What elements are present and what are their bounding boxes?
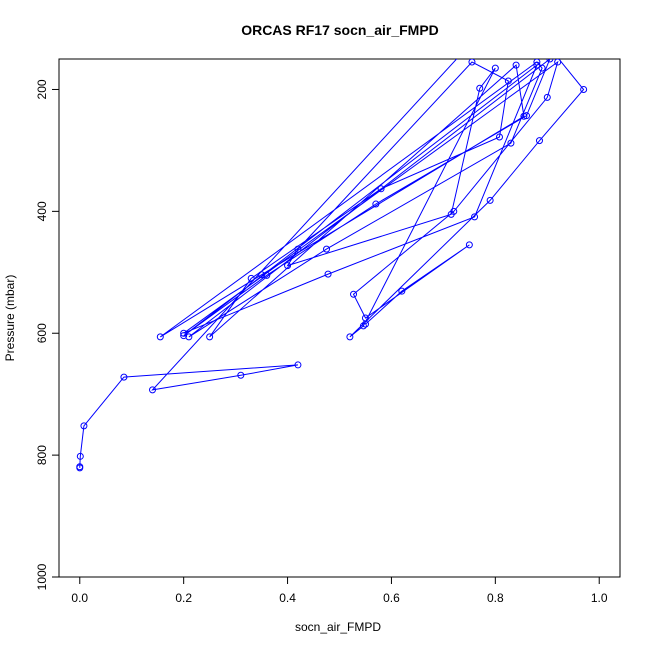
x-tick-label: 1.0 xyxy=(591,591,608,605)
data-point xyxy=(476,84,484,92)
data-point xyxy=(543,93,551,101)
data-point xyxy=(185,333,193,341)
y-tick-label: 600 xyxy=(35,323,49,343)
data-point xyxy=(372,200,380,208)
data-point xyxy=(580,85,588,93)
data-point xyxy=(359,322,367,330)
x-axis: 0.0 0.2 0.4 0.6 0.8 1.0 xyxy=(71,576,608,605)
data-point xyxy=(346,333,354,341)
data-point xyxy=(180,332,188,340)
data-point xyxy=(350,290,358,298)
x-tick-label: 0.4 xyxy=(279,591,296,605)
data-point xyxy=(520,112,528,120)
data-point xyxy=(361,320,369,328)
data-point xyxy=(468,59,476,66)
data-point xyxy=(495,133,503,141)
data-point xyxy=(258,271,266,279)
x-tick-label: 0.2 xyxy=(175,591,192,605)
data-point xyxy=(206,333,214,341)
data-point xyxy=(180,329,188,337)
data-point xyxy=(149,386,156,394)
data-point xyxy=(398,287,406,295)
y-axis: 200 400 600 800 1000 xyxy=(35,79,60,590)
series-line xyxy=(79,59,585,468)
data-point xyxy=(80,422,88,430)
data-point xyxy=(554,59,562,66)
data-point xyxy=(450,207,458,215)
data-point xyxy=(507,139,515,147)
data-point xyxy=(120,373,128,381)
x-tick-label: 0.8 xyxy=(487,591,504,605)
y-tick-label: 400 xyxy=(35,201,49,221)
y-tick-label: 800 xyxy=(35,445,49,465)
data-point xyxy=(546,59,554,63)
x-axis-label: socn_air_FMPD xyxy=(295,620,381,634)
data-point xyxy=(76,463,84,471)
data-point xyxy=(156,333,164,341)
data-point xyxy=(535,137,543,145)
data-point xyxy=(465,241,473,249)
data-point xyxy=(486,196,494,204)
data-point xyxy=(504,77,512,85)
data-point xyxy=(284,262,292,270)
y-axis-label: Pressure (mbar) xyxy=(3,275,17,362)
data-point xyxy=(263,271,271,279)
data-point xyxy=(323,245,331,253)
data-point xyxy=(538,64,546,72)
x-tick-label: 0.0 xyxy=(71,591,88,605)
chart-title: ORCAS RF17 socn_air_FMPD xyxy=(241,22,439,38)
y-tick-label: 200 xyxy=(35,79,49,99)
series-layer xyxy=(76,59,588,472)
x-tick-label: 0.6 xyxy=(383,591,400,605)
data-point xyxy=(491,64,499,72)
data-point xyxy=(237,371,245,379)
data-point xyxy=(76,452,84,460)
y-tick-label: 1000 xyxy=(35,563,49,590)
data-point xyxy=(471,213,479,221)
data-point xyxy=(247,274,255,282)
data-point xyxy=(533,59,541,66)
data-point xyxy=(324,270,332,278)
data-point xyxy=(294,245,302,253)
data-point xyxy=(512,61,520,69)
data-point xyxy=(377,185,385,193)
data-point xyxy=(294,361,302,369)
data-point xyxy=(523,112,530,120)
data-point xyxy=(533,61,541,69)
